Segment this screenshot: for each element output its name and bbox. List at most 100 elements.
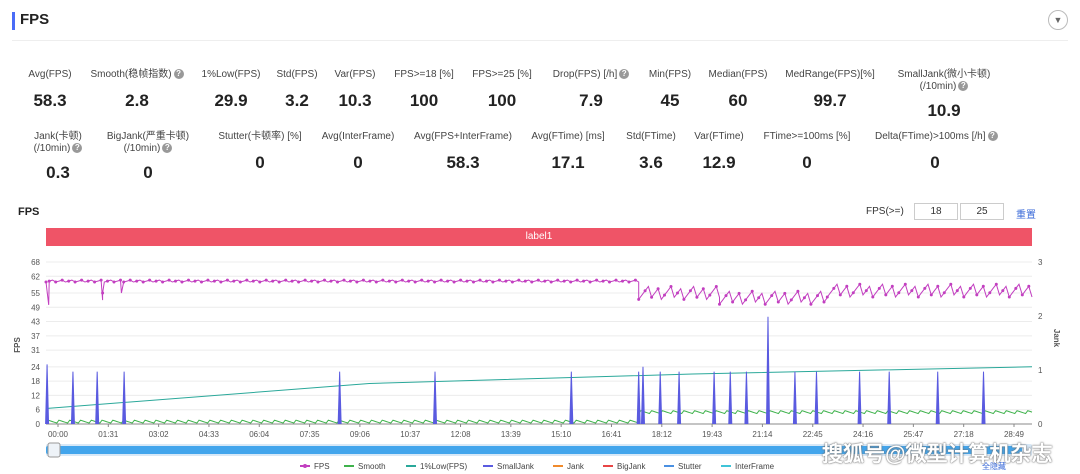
metric-value: 100 [487, 91, 517, 110]
fps-point [106, 279, 109, 283]
metric-metrics_row1-0: Avg(FPS) 58.3 [0, 69, 110, 111]
fps-point [757, 296, 761, 300]
fps-point [816, 294, 819, 298]
fps-point [264, 278, 268, 282]
metric-metrics_row1-6: FPS>=25 [%] 100 [442, 69, 562, 111]
x-tick-label: 25:47 [903, 430, 924, 439]
smalljank-spike [569, 371, 574, 425]
fps-point [981, 284, 985, 288]
y2-axis-label: Jank [1052, 329, 1061, 348]
metric-label: Std(FPS) [276, 69, 318, 80]
fps-point [650, 295, 654, 299]
metric-label-unit: (/10min)? [0, 143, 118, 155]
reset-link[interactable]: 重置 [1016, 210, 1036, 221]
smalljank-spike [433, 371, 438, 425]
fps-point [180, 280, 184, 284]
fps-point [212, 279, 216, 283]
fps-point [336, 280, 339, 284]
fps-point [569, 280, 573, 284]
fps-point [809, 302, 813, 306]
series-fps [44, 278, 1033, 306]
legend-label-interframe: InterFrame [735, 462, 775, 471]
metric-metrics_row1-5: FPS>=18 [%] 100 [364, 69, 484, 111]
fps-point [916, 295, 920, 299]
help-icon[interactable]: ? [162, 143, 173, 154]
fps-point [731, 300, 735, 304]
fps-point [446, 279, 450, 283]
threshold-input-2[interactable]: 25 [960, 203, 1004, 220]
metric-label: 1%Low(FPS) [201, 69, 261, 80]
fps-point [54, 280, 58, 284]
fps-point [864, 289, 868, 293]
fps-point [485, 279, 488, 283]
metric-value: 0 [143, 163, 153, 182]
x-tick-label: 21:14 [752, 430, 773, 439]
metric-metrics_row2-2: Stutter(卡顿率) [%] 0 [200, 131, 320, 173]
metric-label: MedRange(FPS)[%] [785, 69, 875, 80]
fps-point [86, 279, 90, 283]
fps-point [73, 280, 77, 284]
fps-point [420, 278, 424, 282]
metric-metrics_row1-1: Smooth(稳帧指数)? 2.8 [77, 69, 197, 111]
x-tick-label: 13:39 [501, 430, 522, 439]
smalljank-spike [95, 371, 100, 425]
smalljank-spike [857, 371, 862, 425]
fps-point [575, 278, 579, 282]
help-icon[interactable]: ? [72, 143, 83, 154]
fps-point [714, 285, 718, 288]
metric-label: SmallJank(微小卡顿) [897, 69, 991, 80]
metric-metrics_row2-0: Jank(卡顿) (/10min)? 0.3 [0, 131, 118, 183]
fps-point [219, 280, 223, 284]
fps-point [348, 279, 352, 283]
accent-bar [12, 12, 15, 30]
metric-metrics_row1-11: SmallJank(微小卡顿) (/10min)? 10.9 [884, 69, 1004, 121]
fps-point [643, 289, 647, 293]
y-tick-label: 18 [31, 377, 40, 386]
smalljank-spike [981, 371, 986, 425]
metric-value: 45 [660, 91, 680, 110]
metric-value: 58.3 [33, 91, 67, 110]
smalljank-spike [792, 371, 797, 425]
fps-point [929, 293, 933, 297]
metric-value: 7.9 [579, 91, 603, 110]
smalljank-spike [744, 371, 749, 425]
metric-value: 10.3 [338, 91, 372, 110]
fps-point [708, 293, 712, 297]
threshold-input-1[interactable]: 18 [914, 203, 958, 220]
help-icon[interactable]: ? [987, 131, 998, 142]
metric-metrics_row1-4: Var(FPS) 10.3 [295, 69, 415, 111]
smalljank-spike [70, 371, 75, 425]
series-1pct-low [45, 366, 1033, 409]
fps-point [316, 280, 320, 284]
help-icon[interactable]: ? [619, 69, 630, 80]
fps-point [825, 295, 829, 299]
legend-label-jank: Jank [567, 462, 585, 471]
fps-point [994, 282, 998, 286]
fps-point [669, 285, 673, 288]
smalljank-spike [636, 371, 641, 425]
metric-value: 12.9 [702, 153, 736, 172]
help-icon[interactable]: ? [173, 69, 184, 80]
metric-metrics_row2-1: BigJank(严重卡顿) (/10min)? 0 [88, 131, 208, 183]
fps-point [1014, 286, 1018, 290]
metric-label: Jank(卡顿) [34, 131, 82, 142]
fps-point [776, 300, 780, 304]
help-icon[interactable]: ? [958, 81, 969, 92]
metric-label: FPS>=25 [%] [472, 69, 532, 80]
x-tick-label: 16:41 [601, 430, 622, 439]
metric-label: FPS>=18 [%] [394, 69, 454, 80]
label-band[interactable]: label1 [46, 228, 1032, 246]
smalljank-spike [887, 371, 892, 425]
fps-point [290, 279, 294, 283]
fps-point [44, 280, 48, 284]
fps-point [174, 279, 177, 283]
metric-value: 3.6 [639, 153, 663, 172]
smalljank-spike [728, 371, 733, 425]
fps-point [718, 302, 721, 306]
metric-label: Avg(InterFrame) [321, 131, 395, 142]
metric-value: 2.8 [125, 91, 149, 110]
chevron-down-icon[interactable]: ▼ [1048, 10, 1068, 30]
fps-point [323, 278, 326, 282]
hide-all-link[interactable]: 全隐藏 [982, 462, 1006, 471]
